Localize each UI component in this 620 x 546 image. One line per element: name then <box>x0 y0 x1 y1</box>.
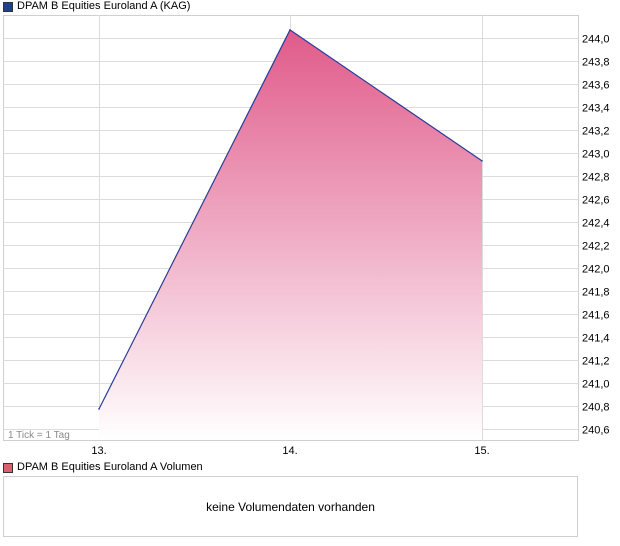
y-tick-label: 243,4 <box>582 103 610 115</box>
y-tick-label: 241,8 <box>582 287 610 299</box>
price-point <box>289 29 291 31</box>
tick-note: 1 Tick = 1 Tag <box>8 430 70 441</box>
y-tick-label: 242,2 <box>582 241 610 253</box>
price-point <box>98 408 100 410</box>
price-legend-label: DPAM B Equities Euroland A (KAG) <box>17 0 191 12</box>
y-tick-label: 240,6 <box>582 425 610 437</box>
x-tick-label: 15. <box>474 445 489 457</box>
y-tick-label: 242,6 <box>582 195 610 207</box>
y-tick-label: 241,0 <box>582 379 610 391</box>
price-chart: 240,6 240,8 241,0 241,2 241,4 241,6 241,8 242,0… <box>3 15 610 457</box>
y-tick-label: 242,0 <box>582 264 610 276</box>
y-tick-label: 243,0 <box>582 149 610 161</box>
y-tick-label: 244,0 <box>582 34 610 46</box>
y-tick-label: 242,8 <box>582 172 610 184</box>
price-area <box>99 29 482 440</box>
y-tick-label: 243,8 <box>582 57 610 69</box>
volume-panel: keine Volumendaten vorhanden <box>3 476 578 537</box>
y-tick-label: 242,4 <box>582 218 610 230</box>
y-tick-label: 243,6 <box>582 80 610 92</box>
volume-legend-swatch <box>3 462 13 473</box>
y-tick-label: 240,8 <box>582 402 610 414</box>
y-tick-label: 243,2 <box>582 126 610 138</box>
price-legend-swatch <box>3 1 13 12</box>
price-legend: DPAM B Equities Euroland A (KAG) <box>3 0 190 13</box>
y-tick-label: 241,2 <box>582 356 610 368</box>
price-point <box>481 160 483 162</box>
y-tick-label: 241,4 <box>582 333 610 345</box>
volume-empty-message: keine Volumendaten vorhanden <box>206 499 375 514</box>
x-tick-label: 14. <box>282 445 297 457</box>
volume-legend-label: DPAM B Equities Euroland A Volumen <box>17 461 203 473</box>
y-tick-label: 241,6 <box>582 310 610 322</box>
x-tick-label: 13. <box>91 445 106 457</box>
volume-legend: DPAM B Equities Euroland A Volumen <box>3 461 203 474</box>
